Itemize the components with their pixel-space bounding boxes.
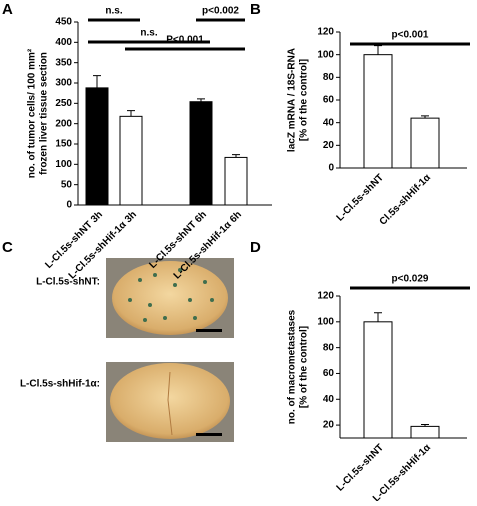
y-tick-label: 40	[323, 394, 335, 405]
y-tick-label: 150	[55, 139, 72, 150]
photo-label: L-Cl.5s-shNT:	[36, 277, 100, 288]
y-tick-label: 0	[66, 200, 72, 211]
y-tick-label: 350	[55, 57, 72, 68]
error-bar	[374, 312, 382, 322]
liver	[112, 261, 228, 335]
annotation: p<0.001	[392, 30, 429, 41]
annotation: p<0.002	[202, 6, 239, 17]
error-bar	[374, 45, 382, 55]
bar	[119, 115, 143, 206]
y-tick-label: 100	[55, 159, 72, 170]
y-tick-label: 60	[323, 95, 335, 106]
bar	[85, 87, 109, 206]
x-tick-label: L-Cl.5s-shNT	[335, 172, 386, 223]
bar	[224, 156, 248, 206]
y-tick-label: 50	[61, 179, 73, 190]
y-tick-label: 60	[323, 368, 335, 379]
x-tick-label: L-Cl.5s-shNT	[335, 442, 386, 493]
y-tick-label: 80	[323, 342, 335, 353]
annotation: n.s.	[105, 6, 122, 17]
lobe-fissure	[167, 371, 173, 436]
annotation: P<0.001	[166, 35, 204, 46]
y-tick-label: 100	[317, 49, 334, 60]
y-axis-label: [% of the control]	[299, 59, 310, 141]
metastases	[128, 268, 214, 322]
annotation: n.s.	[140, 28, 157, 39]
y-tick-label: 400	[55, 37, 72, 48]
bar	[363, 54, 393, 169]
y-tick-label: 120	[317, 291, 334, 302]
y-tick-label: 20	[323, 420, 335, 431]
bar	[410, 425, 440, 439]
y-tick-label: 80	[323, 72, 335, 83]
y-axis-label: [% of the control]	[299, 326, 310, 408]
y-tick-label: 200	[55, 118, 72, 129]
error-bar	[127, 110, 135, 117]
error-bar	[197, 98, 205, 102]
y-axis-label: lacZ mRNA / 18S-RNA	[287, 48, 298, 152]
y-axis-label: no. of macrometastases	[287, 309, 298, 424]
x-tick-label: Cl.5s-shHif-1α	[378, 172, 434, 228]
bar	[189, 101, 213, 206]
error-bar	[93, 75, 101, 88]
y-tick-label: 20	[323, 140, 335, 151]
panel-label: B	[250, 1, 261, 18]
y-axis-label: frozen liver tissue section	[39, 52, 50, 175]
y-tick-label: 300	[55, 78, 72, 89]
y-tick-label: 40	[323, 117, 335, 128]
panel-label: A	[2, 1, 13, 18]
y-tick-label: 250	[55, 98, 72, 109]
panel-label: C	[2, 239, 13, 256]
photo-panel: L-Cl.5s-shNT: L-Cl.5s-shHif-1α:	[20, 258, 234, 442]
error-bar	[421, 423, 429, 427]
y-axis-label: no. of tumor cells/ 100 mm²	[27, 48, 38, 178]
panel-label: D	[250, 239, 261, 256]
scale-bar	[196, 329, 222, 332]
bar	[363, 321, 393, 439]
error-bar	[421, 115, 429, 119]
annotation: p<0.029	[392, 274, 429, 285]
error-bar	[232, 154, 240, 158]
x-tick-label: L-Cl.5s-shNT 3h	[43, 209, 105, 271]
y-tick-label: 100	[317, 316, 334, 327]
liver	[110, 363, 230, 439]
y-tick-label: 0	[328, 163, 334, 174]
photo-label: L-Cl.5s-shHif-1α:	[20, 379, 100, 390]
y-tick-label: 120	[317, 27, 334, 38]
bar	[410, 117, 440, 169]
scale-bar	[196, 433, 222, 436]
y-tick-label: 450	[55, 17, 72, 28]
